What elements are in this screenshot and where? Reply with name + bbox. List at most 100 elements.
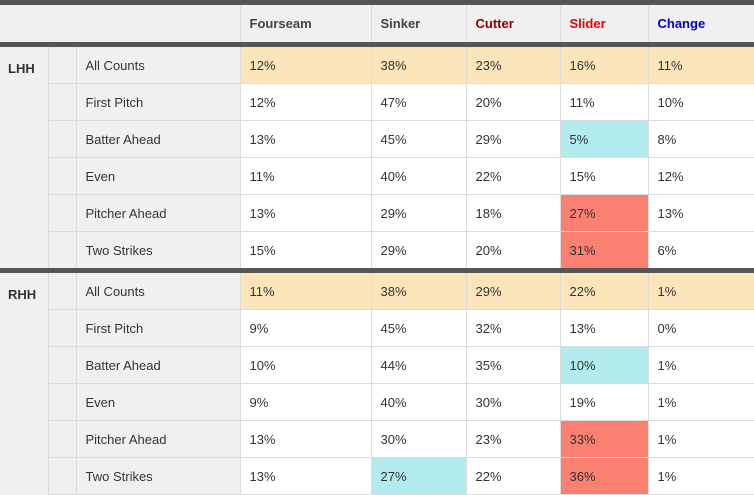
usage-cell: 20%: [465, 83, 560, 121]
row-spacer: [47, 309, 76, 347]
usage-cell: 38%: [370, 42, 466, 84]
usage-cell: 11%: [559, 83, 648, 121]
usage-cell: 44%: [370, 346, 466, 384]
usage-cell: 10%: [239, 346, 371, 384]
row-spacer: [47, 42, 76, 84]
header-blank-hand: [0, 0, 48, 47]
usage-cell: 40%: [370, 383, 466, 421]
usage-cell: 1%: [647, 346, 754, 384]
header-pitch-change[interactable]: Change: [647, 0, 754, 47]
header-pitch-slider[interactable]: Slider: [559, 0, 648, 47]
row-spacer: [47, 157, 76, 195]
usage-cell: 38%: [370, 268, 466, 310]
row-spacer: [47, 231, 76, 271]
usage-cell: 12%: [647, 157, 754, 195]
usage-cell: 29%: [370, 231, 466, 271]
table-row: First Pitch 9% 45% 32% 13% 0%: [0, 309, 754, 347]
row-spacer: [47, 346, 76, 384]
usage-cell: 29%: [370, 194, 466, 232]
count-label: Batter Ahead: [75, 120, 240, 158]
usage-cell: 1%: [647, 420, 754, 458]
usage-cell: 40%: [370, 157, 466, 195]
table-row: First Pitch 12% 47% 20% 11% 10%: [0, 83, 754, 121]
usage-cell: 23%: [465, 42, 560, 84]
table-row: Pitcher Ahead 13% 30% 23% 33% 1%: [0, 420, 754, 458]
usage-cell: 1%: [647, 268, 754, 310]
usage-cell: 22%: [465, 457, 560, 495]
usage-cell: 45%: [370, 120, 466, 158]
table-row: Batter Ahead 10% 44% 35% 10% 1%: [0, 346, 754, 384]
count-label: Even: [75, 157, 240, 195]
header-pitch-sinker[interactable]: Sinker: [370, 0, 466, 47]
table-row: Batter Ahead 13% 45% 29% 5% 8%: [0, 120, 754, 158]
header-pitch-fourseam[interactable]: Fourseam: [239, 0, 371, 47]
usage-cell: 1%: [647, 457, 754, 495]
table-row: Even 9% 40% 30% 19% 1%: [0, 383, 754, 421]
usage-cell: 13%: [559, 309, 648, 347]
usage-cell: 12%: [239, 83, 371, 121]
usage-cell: 30%: [465, 383, 560, 421]
usage-cell: 13%: [239, 420, 371, 458]
usage-cell: 0%: [647, 309, 754, 347]
usage-cell: 47%: [370, 83, 466, 121]
usage-cell: 22%: [465, 157, 560, 195]
header-pitch-cutter[interactable]: Cutter: [465, 0, 560, 47]
count-label: All Counts: [75, 268, 240, 310]
usage-cell: 10%: [559, 346, 648, 384]
usage-cell: 10%: [647, 83, 754, 121]
usage-cell: 12%: [239, 42, 371, 84]
count-label: Two Strikes: [75, 457, 240, 495]
usage-cell: 18%: [465, 194, 560, 232]
row-spacer: [47, 120, 76, 158]
count-label: First Pitch: [75, 83, 240, 121]
usage-cell: 45%: [370, 309, 466, 347]
row-spacer: [47, 194, 76, 232]
usage-cell: 13%: [239, 457, 371, 495]
usage-cell: 6%: [647, 231, 754, 271]
usage-cell: 9%: [239, 309, 371, 347]
count-label: Pitcher Ahead: [75, 420, 240, 458]
table-row: LHH All Counts 12% 38% 23% 16% 11%: [0, 42, 754, 271]
usage-cell: 35%: [465, 346, 560, 384]
usage-cell: 16%: [559, 42, 648, 84]
usage-cell: 15%: [239, 231, 371, 271]
usage-cell: 23%: [465, 420, 560, 458]
table-row: Even 11% 40% 22% 15% 12%: [0, 157, 754, 195]
row-spacer: [47, 268, 76, 310]
usage-cell: 13%: [647, 194, 754, 232]
header-blank-count: [76, 0, 240, 47]
batter-hand-label: LHH: [0, 42, 48, 271]
usage-cell: 20%: [465, 231, 560, 271]
usage-cell: 27%: [559, 194, 648, 232]
count-label: Two Strikes: [75, 231, 240, 271]
table-row: Pitcher Ahead 13% 29% 18% 27% 13%: [0, 194, 754, 232]
usage-cell: 22%: [559, 268, 648, 310]
usage-cell: 31%: [559, 231, 648, 271]
count-label: Batter Ahead: [75, 346, 240, 384]
usage-cell: 9%: [239, 383, 371, 421]
usage-cell: 30%: [370, 420, 466, 458]
usage-cell: 27%: [370, 457, 466, 495]
batter-hand-label: RHH: [0, 268, 48, 495]
table-row: Two Strikes 13% 27% 22% 36% 1%: [0, 457, 754, 495]
row-spacer: [47, 83, 76, 121]
row-spacer: [47, 420, 76, 458]
usage-cell: 1%: [647, 383, 754, 421]
usage-cell: 8%: [647, 120, 754, 158]
header-row: Fourseam Sinker Cutter Slider Change: [0, 0, 754, 47]
usage-cell: 11%: [239, 157, 371, 195]
row-spacer: [47, 383, 76, 421]
count-label: Even: [75, 383, 240, 421]
usage-cell: 19%: [559, 383, 648, 421]
usage-cell: 13%: [239, 120, 371, 158]
usage-cell: 15%: [559, 157, 648, 195]
usage-cell: 11%: [239, 268, 371, 310]
usage-cell: 5%: [559, 120, 648, 158]
count-label: All Counts: [75, 42, 240, 84]
table-row: RHH All Counts 11% 38% 29% 22% 1%: [0, 268, 754, 495]
usage-cell: 36%: [559, 457, 648, 495]
count-label: Pitcher Ahead: [75, 194, 240, 232]
table-body: LHH All Counts 12% 38% 23% 16% 11% First Pitch 1…: [0, 42, 754, 495]
usage-cell: 13%: [239, 194, 371, 232]
